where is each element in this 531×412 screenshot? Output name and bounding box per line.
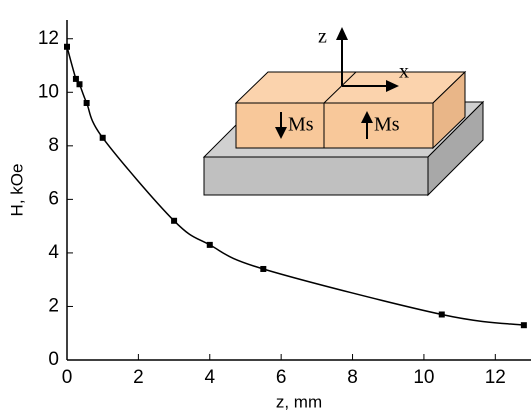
slab-front [203,156,429,196]
x-tick-label: 8 [347,367,358,388]
x-axis-label: z, mm [276,392,322,411]
arrow-head [275,127,287,139]
data-point [260,265,267,272]
y-tick-label: 6 [48,188,59,209]
data-point [438,311,445,318]
inset-label: Ms [288,114,314,136]
y-tick-label: 0 [48,349,59,370]
arrow-head [386,80,399,92]
arrow-head [361,111,373,123]
x-tick-label: 0 [62,367,73,388]
y-tick-label: 2 [48,295,59,316]
inset-label: z [318,26,327,48]
magnet-front [235,102,434,149]
x-tick-label: 2 [133,367,144,388]
y-tick-label: 12 [38,28,59,49]
data-point [520,322,527,329]
data-point [83,99,90,106]
y-tick-label: 8 [48,135,59,156]
data-point [64,43,70,50]
x-tick-label: 10 [413,367,434,388]
x-tick-label: 4 [204,367,215,388]
data-point [99,134,106,141]
inset-diagram: z x Ms Ms [202,26,485,197]
data-point [206,241,213,248]
inset-label: Ms [374,114,400,136]
arrow-head [336,27,348,40]
y-tick-label: 10 [38,81,59,102]
data-point [76,81,83,88]
y-tick-label: 4 [48,242,59,263]
x-tick-label: 12 [485,367,506,388]
magnet-divider [323,71,357,104]
data-point [171,217,178,224]
inset-label: x [399,61,409,83]
y-axis-label: H, kOe [7,164,26,217]
data-point [72,75,79,82]
x-tick-label: 6 [276,367,287,388]
